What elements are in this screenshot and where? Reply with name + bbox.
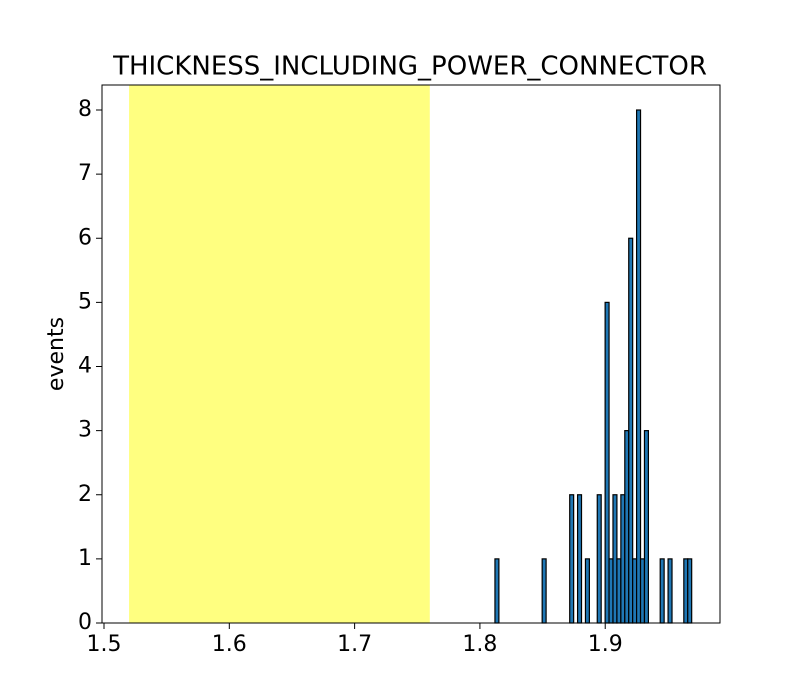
bar (643, 430, 650, 624)
bar (635, 109, 642, 624)
x-tick-label: 1.9 (588, 632, 623, 657)
bar (584, 558, 590, 624)
bar (541, 558, 547, 624)
y-axis-label: events (44, 317, 69, 391)
bar (667, 558, 673, 624)
y-tick-label: 2 (78, 482, 92, 507)
bar (494, 558, 500, 624)
chart-title: THICKNESS_INCLUDING_POWER_CONNECTOR (112, 52, 707, 82)
x-tick-label: 1.5 (87, 632, 122, 657)
y-tick-label: 0 (78, 610, 92, 635)
highlight-span (129, 85, 430, 623)
bar (687, 558, 693, 624)
y-tick-label: 3 (78, 418, 92, 443)
y-tick-label: 5 (78, 289, 92, 314)
bar (659, 558, 665, 624)
y-tick-label: 7 (78, 161, 92, 186)
bar (596, 494, 602, 624)
y-tick-label: 6 (78, 225, 92, 250)
y-tick-label: 8 (78, 97, 92, 122)
x-tick-label: 1.8 (462, 632, 497, 657)
x-tick-label: 1.7 (337, 632, 372, 657)
bar (569, 494, 575, 624)
x-tick-label: 1.6 (212, 632, 247, 657)
plot-frame (101, 84, 721, 624)
bar (576, 494, 583, 624)
y-tick-label: 4 (78, 354, 92, 379)
y-tick-label: 1 (78, 546, 92, 571)
